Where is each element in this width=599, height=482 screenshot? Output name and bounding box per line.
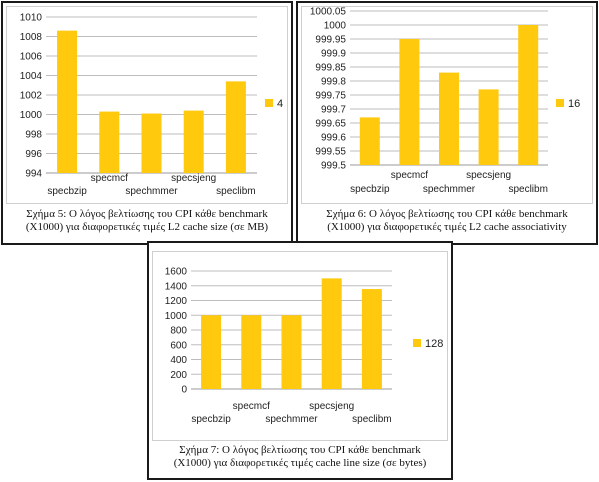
caption-line-1: Σχήμα 6: Ο λόγος βελτίωσης του CPI κάθε …	[326, 208, 568, 220]
y-tick-label: 1004	[20, 71, 43, 82]
category-label-spechmmer: spechmmer	[265, 414, 318, 425]
category-label-specsjeng: specsjeng	[309, 401, 354, 412]
y-tick-label: 999.8	[321, 77, 346, 88]
y-tick-label: 998	[25, 130, 42, 141]
y-tick-label: 600	[170, 340, 187, 351]
chart-frame	[301, 6, 593, 204]
chart-6: 999.5 999.55 999.6 999.65 999.7 999.75 999.8 99…	[310, 7, 580, 196]
y-tick-label: 994	[25, 169, 42, 180]
caption-line-1: Σχήμα 5: Ο λόγος βελτίωσης του CPI κάθε …	[26, 208, 268, 220]
y-tick-label: 999.85	[315, 63, 346, 74]
category-label-specmcf: specmcf	[91, 173, 128, 184]
bar-specmcf	[399, 39, 420, 165]
y-tick-label: 999.75	[315, 91, 346, 102]
bar-specsjeng	[183, 110, 204, 173]
bar-speclibm	[518, 25, 539, 165]
legend-swatch	[413, 339, 421, 347]
category-label-specmcf: specmcf	[391, 170, 428, 181]
legend-swatch	[265, 99, 273, 107]
figure-5-caption: Σχήμα 5: Ο λόγος βελτίωσης του CPI κάθε …	[3, 208, 291, 234]
y-tick-label: 1200	[165, 296, 188, 307]
category-label-spechmmer: spechmmer	[125, 186, 178, 197]
bar-spechmmer	[281, 315, 302, 389]
category-label-specsjeng: specsjeng	[466, 170, 511, 181]
y-tick-label: 1600	[165, 267, 188, 278]
y-tick-label: 400	[170, 355, 187, 366]
caption-line-2: (X1000) για διαφορετικές τιμές L2 cache …	[327, 221, 567, 233]
y-tick-label: 1006	[20, 52, 43, 63]
y-tick-label: 1010	[20, 13, 43, 24]
y-tick-label: 0	[181, 385, 187, 396]
bar-spechmmer	[439, 72, 459, 165]
y-tick-label: 1000.05	[310, 7, 347, 18]
y-tick-label: 999.6	[321, 133, 346, 144]
category-label-speclibm: speclibm	[508, 184, 547, 195]
category-label-specbzip: specbzip	[47, 186, 87, 197]
caption-line-2: (X1000) για διαφορετικές τιμές cache lin…	[173, 457, 427, 469]
category-label-specbzip: specbzip	[350, 184, 390, 195]
figure-7-caption: Σχήμα 7: Ο λόγος βελτίωσης του CPI κάθε …	[149, 444, 451, 470]
bar-specbzip	[201, 315, 222, 389]
category-label-specbzip: specbzip	[191, 414, 231, 425]
chart-7: 02004006008001000120014001600specbzipspe…	[165, 267, 444, 426]
y-tick-label: 1000	[20, 110, 43, 121]
y-tick-label: 200	[170, 370, 187, 381]
bar-specmcf	[99, 111, 120, 173]
category-label-speclibm: speclibm	[216, 186, 255, 197]
category-label-speclibm: speclibm	[352, 414, 391, 425]
y-tick-label: 999.7	[321, 105, 346, 116]
legend-swatch	[556, 99, 564, 107]
bar-specbzip	[359, 117, 380, 165]
y-tick-label: 800	[170, 326, 187, 337]
figure-5-panel: 994 996 998 1000 1002 1004 1006 1008 1010 specbzi…	[1, 1, 293, 245]
category-label-spechmmer: spechmmer	[423, 184, 476, 195]
legend-label: 128	[425, 338, 443, 350]
bar-speclibm	[225, 81, 246, 173]
category-label-specsjeng: specsjeng	[171, 173, 216, 184]
y-tick-label: 996	[25, 149, 42, 160]
legend-label: 4	[277, 98, 283, 110]
y-tick-label: 999.95	[315, 35, 346, 46]
bar-specsjeng	[478, 89, 499, 165]
y-tick-label: 999.65	[315, 119, 346, 130]
y-tick-label: 1000	[324, 21, 347, 32]
bar-speclibm	[361, 289, 382, 389]
chart-frame	[6, 6, 288, 204]
bar-specmcf	[241, 315, 262, 389]
figure-7-panel: 0 200 400 600 800 1000 1200 1400 1600 specbzip spe…	[147, 241, 453, 480]
y-tick-label: 999.5	[321, 161, 346, 172]
bar-specbzip	[57, 30, 78, 174]
y-tick-label: 999.55	[315, 147, 346, 158]
caption-line-1: Σχήμα 7: Ο λόγος βελτίωσης του CPI κάθε …	[179, 444, 421, 456]
y-tick-label: 999.9	[321, 49, 346, 60]
legend-label: 16	[568, 98, 580, 110]
figure-6-panel: 999.5 999.55 999.6 999.65 999.7 999.75 999.8 99…	[296, 1, 598, 245]
chart-5: 994 996 998 1000 1002 1004 1006 1008 1010 specbzi…	[20, 13, 283, 198]
bar-spechmmer	[141, 113, 162, 173]
chart-frame	[152, 251, 448, 441]
bar-specsjeng	[321, 278, 342, 389]
caption-line-2: (X1000) για διαφορετικές τιμές L2 cache …	[25, 221, 269, 233]
y-tick-label: 1008	[20, 32, 43, 43]
figure-6-caption: Σχήμα 6: Ο λόγος βελτίωσης του CPI κάθε …	[298, 208, 596, 234]
y-tick-label: 1000	[165, 311, 188, 322]
category-label-specmcf: specmcf	[233, 401, 270, 412]
y-tick-label: 1400	[165, 281, 188, 292]
y-tick-label: 1002	[20, 91, 43, 102]
